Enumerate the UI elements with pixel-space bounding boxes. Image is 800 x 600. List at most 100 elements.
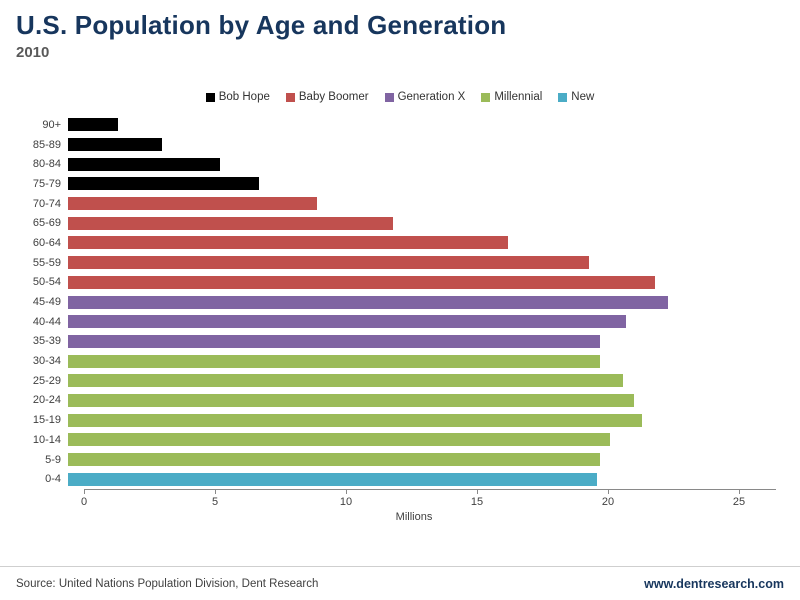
legend-item: Millennial [481,91,542,103]
bar-row: 30-34 [16,351,800,371]
bar-25-29 [68,374,624,388]
bar-20-24 [68,393,634,407]
legend-item: Bob Hope [205,91,270,103]
category-label: 0-4 [45,473,61,486]
bar-track [68,295,800,309]
category-label: 80-84 [32,158,61,171]
bar-row: 75-79 [16,174,800,194]
x-tick [215,490,216,495]
bar-row: 45-49 [16,292,800,312]
chart-legend: Bob Hope Baby Boomer Generation X Millennia… [0,91,800,103]
x-tick [739,490,740,495]
legend-swatch [384,92,394,102]
bar-15-19 [68,413,642,427]
x-tick [477,490,478,495]
category-label: 40-44 [32,315,61,328]
chart-subtitle: 2010 [16,44,50,61]
bar-30-34 [68,354,600,368]
bar-track [68,472,800,486]
category-label: 65-69 [32,217,61,230]
bar-90+ [68,118,118,132]
legend-label: New [571,91,595,103]
chart-header: U.S. Population by Age and Generation 20… [0,0,800,61]
category-label: 35-39 [32,335,61,348]
legend-label: Baby Boomer [298,91,369,103]
legend-swatch [285,92,295,102]
chart-title: U.S. Population by Age and Generation [16,10,507,40]
legend-swatch [558,92,568,102]
x-tick-label: 5 [211,496,219,509]
x-tick-label: 0 [80,496,88,509]
bar-row: 80-84 [16,154,800,174]
bar-65-69 [68,216,393,230]
bar-40-44 [68,315,627,329]
bar-85-89 [68,138,163,152]
source-text: Source: United Nations Population Divisi… [16,577,319,590]
category-label: 10-14 [32,433,61,446]
category-label: 20-24 [32,394,61,407]
bar-35-39 [68,334,600,348]
bar-track [68,256,800,270]
x-axis: 0 5 10 15 20 25 [80,489,776,509]
chart-rows: 90+ 85-89 80-84 75-79 70-74 65-69 60-64 55-59 50… [16,115,800,489]
bar-row: 65-69 [16,213,800,233]
bar-track [68,216,800,230]
x-tick-label: 20 [601,496,615,509]
bar-track [68,354,800,368]
legend-swatch [205,92,215,102]
bar-track [68,197,800,211]
bar-row: 25-29 [16,371,800,391]
legend-label: Generation X [397,91,466,103]
website-link[interactable]: www.dentresearch.com [644,576,784,591]
bar-row: 55-59 [16,253,800,273]
legend-label: Bob Hope [218,91,270,103]
bar-row: 20-24 [16,391,800,411]
category-label: 60-64 [32,236,61,249]
bar-55-59 [68,256,590,270]
bar-track [68,315,800,329]
category-label: 15-19 [32,414,61,427]
bar-row: 90+ [16,115,800,135]
legend-item: Baby Boomer [285,91,369,103]
category-label: 75-79 [32,177,61,190]
bar-track [68,236,800,250]
legend-label: Millennial [494,91,543,103]
bar-50-54 [68,275,655,289]
bar-row: 0-4 [16,469,800,489]
category-label: 85-89 [32,138,61,151]
bar-track [68,413,800,427]
category-label: 50-54 [32,276,61,289]
bar-row: 40-44 [16,312,800,332]
bar-row: 5-9 [16,450,800,470]
bar-track [68,334,800,348]
bar-5-9 [68,453,600,467]
category-label: 55-59 [32,256,61,269]
bar-track [68,177,800,191]
legend-swatch [481,92,491,102]
category-label: 45-49 [32,296,61,309]
x-tick [608,490,609,495]
bar-row: 15-19 [16,410,800,430]
bar-track [68,393,800,407]
bar-track [68,374,800,388]
legend-item: New [558,91,594,103]
bar-75-79 [68,177,260,191]
chart-footer: Source: United Nations Population Divisi… [0,566,800,600]
bar-60-64 [68,236,509,250]
x-axis-title: Millions [395,511,433,524]
bar-row: 60-64 [16,233,800,253]
bar-70-74 [68,197,317,211]
category-label: 90+ [42,118,61,131]
bar-10-14 [68,433,611,447]
bar-45-49 [68,295,668,309]
x-tick [84,490,85,495]
bar-track [68,138,800,152]
bar-track [68,275,800,289]
bar-track [68,453,800,467]
category-label: 70-74 [32,197,61,210]
category-label: 25-29 [32,374,61,387]
bar-track [68,118,800,132]
chart-plot-area: 90+ 85-89 80-84 75-79 70-74 65-69 60-64 55-59 50… [0,115,800,523]
legend-item: Generation X [384,91,466,103]
